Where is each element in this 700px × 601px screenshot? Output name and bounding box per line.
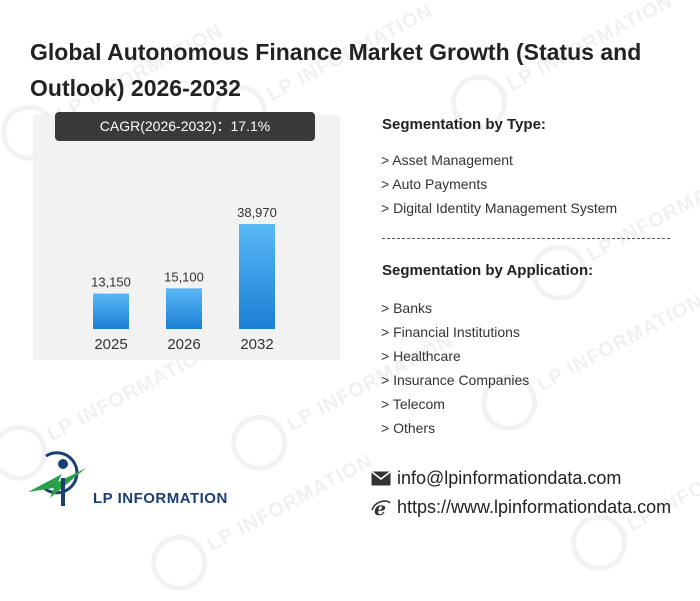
bar-2025 [93, 293, 129, 329]
x-tick-label: 2032 [240, 336, 273, 353]
envelope-icon [370, 469, 392, 489]
logo-mark-icon [28, 451, 86, 506]
bar-value-label: 15,100 [164, 269, 204, 284]
logo-text: LP INFORMATION [93, 490, 228, 507]
company-logo: LP INFORMATION [28, 448, 227, 518]
type-segmentation-list: > Asset Management > Auto Payments > Dig… [381, 148, 617, 220]
bar-chart: 13,150 2025 15,100 2026 38,970 2032 [91, 205, 277, 353]
browser-e-icon: e [370, 498, 392, 518]
bar-2026 [166, 288, 202, 329]
list-item: > Asset Management [381, 152, 513, 168]
list-item: > Healthcare [381, 348, 461, 364]
email-contact[interactable]: info@lpinformationdata.com [370, 468, 621, 489]
website-link[interactable]: https://www.lpinformationdata.com [397, 497, 672, 517]
list-item: > Digital Identity Management System [381, 200, 618, 216]
list-item: > Insurance Companies [381, 372, 530, 388]
list-item: > Banks [381, 300, 432, 316]
page-title: Global Autonomous Finance Market Growth … [30, 39, 642, 101]
application-segmentation-list: > Banks > Financial Institutions > Healt… [381, 296, 529, 440]
list-item: > Auto Payments [381, 176, 488, 192]
email-link[interactable]: info@lpinformationdata.com [397, 468, 622, 488]
list-item: > Telecom [381, 396, 445, 412]
application-segmentation-heading: Segmentation by Application: [382, 262, 594, 279]
list-item: > Financial Institutions [381, 324, 520, 340]
x-tick-label: 2025 [94, 336, 127, 353]
section-divider [382, 238, 670, 239]
bar-value-label: 13,150 [91, 275, 131, 290]
type-segmentation-heading: Segmentation by Type: [382, 116, 546, 133]
bar-value-label: 38,970 [237, 205, 277, 220]
x-tick-label: 2026 [167, 336, 200, 353]
cagr-badge: CAGR(2026-2032)：17.1% [55, 112, 315, 141]
website-contact[interactable]: e https://www.lpinformationdata.com [370, 497, 671, 518]
list-item: > Others [381, 420, 436, 436]
bar-2032 [239, 224, 275, 329]
